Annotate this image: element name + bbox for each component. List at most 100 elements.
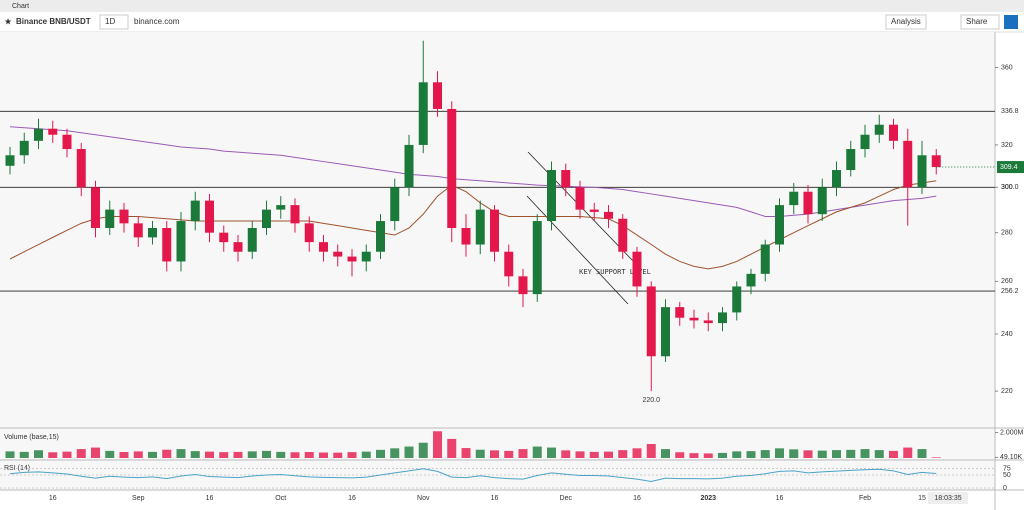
x-tick-label: 16	[776, 495, 784, 502]
candle-body	[789, 191, 799, 206]
level-label: 256.2	[1001, 288, 1019, 295]
last-price-label: 309.4	[1000, 164, 1018, 171]
volume-bar	[760, 450, 770, 458]
candle-body	[589, 209, 599, 212]
share-button[interactable]	[960, 14, 1000, 30]
volume-bar	[718, 452, 727, 458]
share-label[interactable]: Share	[966, 17, 988, 26]
y-tick-label: 220	[1001, 388, 1013, 395]
candle-body	[874, 124, 884, 135]
candle-body	[575, 187, 585, 210]
volume-bar	[133, 451, 143, 458]
volume-bar	[789, 449, 799, 458]
candle-body	[418, 82, 428, 145]
volume-bar	[504, 450, 514, 458]
candle-body	[732, 286, 742, 313]
volume-label: Volume (base,15)	[4, 434, 59, 441]
candle-body	[333, 251, 343, 257]
source-link[interactable]: binance.com	[134, 17, 180, 26]
volume-tick-label: 49.10K	[1000, 454, 1023, 461]
candle-body	[276, 205, 286, 210]
candle-body	[233, 242, 243, 252]
volume-bar	[604, 451, 613, 458]
volume-bar	[860, 449, 870, 458]
volume-bar	[675, 452, 685, 458]
channel-line	[526, 195, 629, 305]
candle-body	[361, 251, 371, 262]
x-tick-label: 15	[918, 495, 926, 502]
volume-bar	[447, 438, 457, 458]
level-label: 336.8	[1001, 108, 1019, 115]
candle-body	[661, 307, 670, 357]
candle-body	[62, 134, 72, 150]
volume-bar	[190, 451, 200, 458]
volume-bar	[162, 449, 172, 458]
y-tick-label: 280	[1001, 230, 1013, 237]
y-tick-label: 240	[1001, 331, 1013, 338]
interval[interactable]: 1D	[105, 17, 115, 26]
volume-bar	[262, 450, 271, 458]
analysis-button[interactable]	[885, 14, 927, 30]
volume-bar	[304, 452, 314, 458]
fullscreen-button[interactable]	[1004, 15, 1018, 29]
volume-bar	[746, 451, 756, 458]
candle-body	[319, 242, 328, 252]
candle-body	[205, 200, 214, 233]
y-tick-label: 260	[1001, 278, 1013, 285]
candle-body	[504, 251, 514, 277]
y-tick-label: 360	[1001, 64, 1013, 71]
volume-bar	[247, 451, 257, 458]
volume-bar	[347, 452, 357, 458]
star-icon[interactable]: ★	[4, 16, 12, 26]
interval-box[interactable]	[99, 14, 129, 30]
candle-body	[76, 149, 86, 188]
y-tick-label: 300	[1001, 184, 1013, 191]
candle-body	[646, 286, 656, 357]
y-tick-label: 320	[1001, 142, 1013, 149]
candle-body	[133, 223, 143, 238]
volume-bar	[775, 448, 784, 458]
candle-body	[675, 307, 685, 318]
volume-bar	[832, 450, 841, 458]
candle-body	[34, 128, 43, 141]
volume-bar	[276, 451, 286, 458]
candle-body	[461, 227, 471, 245]
candle-body	[262, 209, 271, 228]
level-label: 300.0	[1001, 184, 1019, 191]
volume-bar	[91, 447, 100, 458]
volume-bar	[589, 451, 599, 458]
volume-bar	[661, 449, 670, 458]
candle-body	[5, 155, 15, 166]
candle-body	[518, 276, 528, 295]
candle-body	[148, 227, 157, 238]
candle-body	[561, 170, 571, 188]
symbol[interactable]: Binance BNB/USDT	[16, 17, 91, 26]
candle-body	[832, 170, 841, 188]
volume-bar	[903, 447, 913, 458]
volume-bar	[732, 451, 742, 458]
candle-body	[19, 140, 29, 156]
x-tick-label: Sep	[132, 495, 145, 502]
candle-body	[490, 209, 499, 252]
volume-bar	[76, 449, 86, 458]
analysis-label[interactable]: Analysis	[891, 17, 921, 26]
volume-bar	[475, 449, 485, 458]
candle-body	[190, 200, 200, 222]
x-tick-label: Feb	[859, 495, 871, 502]
x-tick-label: 16	[348, 495, 356, 502]
time-label: 18:03:35	[934, 495, 961, 502]
volume-bar	[532, 446, 542, 458]
candle-body	[931, 155, 941, 168]
volume-bar	[205, 451, 214, 458]
volume-bar	[62, 451, 72, 458]
candle-body	[247, 227, 257, 252]
tab-title[interactable]: Chart	[12, 3, 29, 10]
candle-body	[760, 244, 770, 274]
volume-bar	[34, 450, 43, 458]
volume-bar	[518, 449, 528, 458]
candle-body	[689, 317, 699, 321]
plot-background	[0, 32, 995, 490]
candle-body	[91, 187, 100, 228]
candle-body	[347, 256, 357, 262]
tab-strip	[0, 0, 1024, 12]
